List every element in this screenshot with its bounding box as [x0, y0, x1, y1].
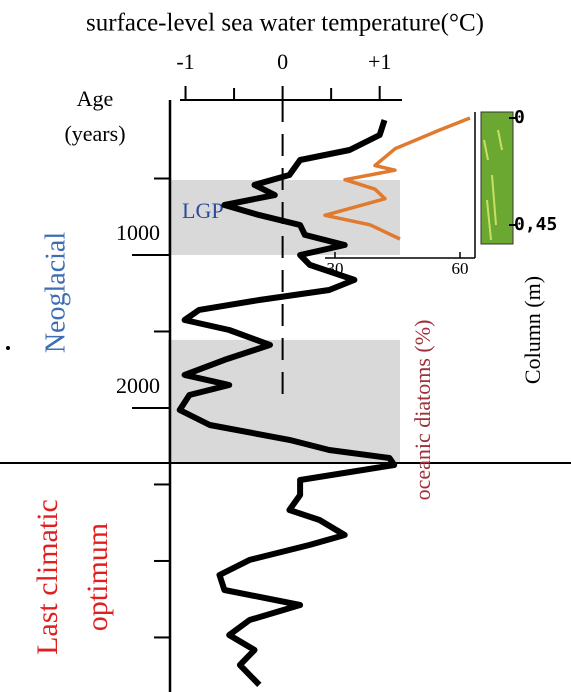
- core-tick-label: 0: [514, 107, 525, 128]
- core-stripe: [486, 199, 492, 241]
- inset-x-label: oceanic diatoms (%): [410, 320, 435, 501]
- temperature-line: [176, 119, 398, 687]
- core-stripe: [483, 139, 489, 161]
- chart-title: surface-level sea water temperature(°C): [86, 10, 484, 37]
- shaded-region: [168, 339, 400, 464]
- y-tick-label: 2000: [116, 373, 160, 398]
- inset-x-tick-label: 30: [327, 259, 344, 278]
- x-tick-label: 0: [277, 49, 288, 74]
- region-label: LGP: [182, 198, 224, 223]
- shaded-region: [168, 180, 400, 255]
- x-tick-label: +1: [368, 49, 391, 74]
- core-stripe: [491, 174, 497, 226]
- diatom-line: [323, 116, 471, 241]
- period-label: optimum: [81, 523, 114, 631]
- core-column: [480, 111, 514, 245]
- period-label: Last climatic: [31, 499, 64, 655]
- inset-x-tick-label: 60: [452, 259, 469, 278]
- period-label: Neoglacial: [40, 232, 71, 353]
- y-tick-label: 1000: [116, 220, 160, 245]
- core-tick-label: 0,45: [514, 214, 557, 235]
- dot: [6, 346, 10, 350]
- y-axis-label: Age: [77, 86, 114, 111]
- core-label: Column (m): [520, 276, 545, 384]
- y-axis-label: (years): [64, 121, 125, 146]
- core-stripe: [497, 129, 503, 151]
- x-tick-label: -1: [176, 49, 194, 74]
